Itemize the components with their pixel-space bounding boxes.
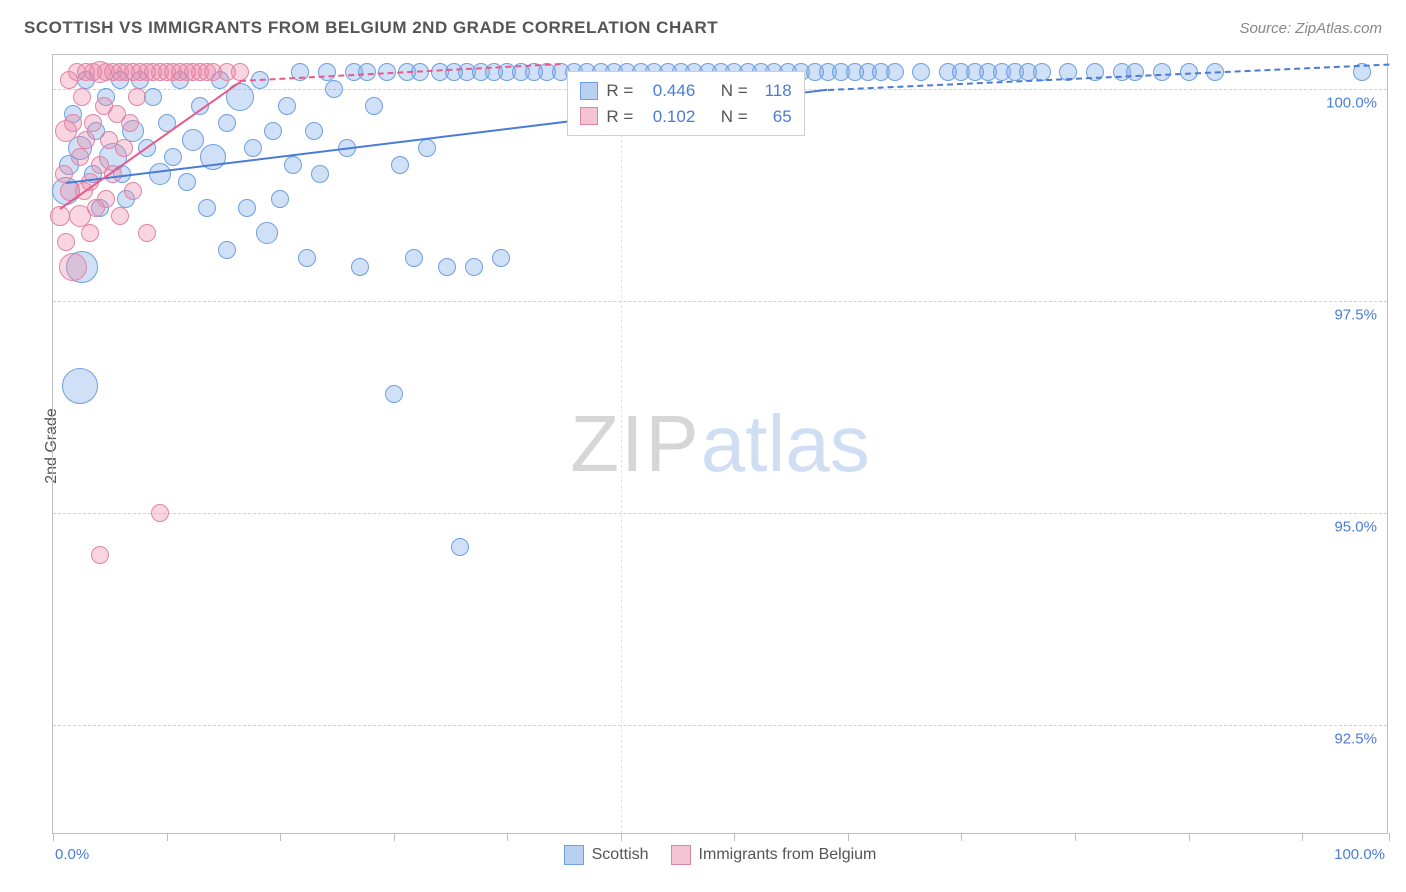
x-tick — [167, 833, 168, 841]
scatter-point — [438, 258, 456, 276]
stats-n-value: 118 — [756, 78, 792, 104]
scatter-point — [418, 139, 436, 157]
trend-line-dashed — [828, 63, 1389, 90]
source-credit: Source: ZipAtlas.com — [1239, 20, 1382, 37]
stats-r-value: 0.102 — [641, 104, 695, 130]
scatter-point — [385, 385, 403, 403]
scatter-point — [244, 139, 262, 157]
scatter-point — [218, 114, 236, 132]
x-tick — [961, 833, 962, 841]
x-tick — [848, 833, 849, 841]
legend-item: Scottish — [564, 845, 649, 865]
x-tick — [507, 833, 508, 841]
stats-box: R = 0.446 N = 118 R = 0.102 N = 65 — [567, 71, 804, 136]
scatter-point — [138, 224, 156, 242]
scatter-point — [284, 156, 302, 174]
stats-n-label: N = — [721, 78, 748, 104]
scatter-point — [121, 114, 139, 132]
scatter-point — [111, 207, 129, 225]
scatter-point — [405, 249, 423, 267]
y-tick-label: 92.5% — [1334, 730, 1377, 747]
stats-n-label: N = — [721, 104, 748, 130]
scatter-point — [238, 199, 256, 217]
legend-label: Immigrants from Belgium — [699, 846, 877, 864]
x-tick — [53, 833, 54, 841]
scatter-point — [451, 538, 469, 556]
x-gridline — [621, 55, 622, 833]
chart-title: SCOTTISH VS IMMIGRANTS FROM BELGIUM 2ND … — [24, 18, 718, 38]
scatter-point — [218, 241, 236, 259]
scatter-point — [57, 233, 75, 251]
scatter-point — [886, 63, 904, 81]
scatter-point — [178, 173, 196, 191]
scatter-point — [84, 114, 102, 132]
gridline — [53, 513, 1387, 514]
scatter-point — [311, 165, 329, 183]
scatter-point — [71, 148, 89, 166]
legend-label: Scottish — [592, 846, 649, 864]
stats-row: R = 0.446 N = 118 — [580, 78, 791, 104]
scatter-point — [128, 88, 146, 106]
scatter-point — [73, 88, 91, 106]
chart-area: 92.5%95.0%97.5%100.0%0.0%100.0% ZIPatlas… — [52, 54, 1388, 834]
legend-swatch — [564, 845, 584, 865]
scatter-point — [164, 148, 182, 166]
scatter-point — [231, 63, 249, 81]
stats-swatch — [580, 107, 598, 125]
scatter-point — [256, 222, 278, 244]
x-tick — [394, 833, 395, 841]
scatter-point — [305, 122, 323, 140]
x-tick — [1389, 833, 1390, 841]
scatter-point — [325, 80, 343, 98]
scatter-point — [62, 368, 98, 404]
scatter-point — [151, 504, 169, 522]
scatter-point — [1126, 63, 1144, 81]
scatter-point — [182, 129, 204, 151]
scatter-point — [264, 122, 282, 140]
scatter-point — [64, 114, 82, 132]
x-tick — [1075, 833, 1076, 841]
legend: Scottish Immigrants from Belgium — [53, 845, 1387, 865]
scatter-point — [278, 97, 296, 115]
x-tick — [1189, 833, 1190, 841]
scatter-point — [318, 63, 336, 81]
stats-r-label: R = — [606, 78, 633, 104]
scatter-point — [1153, 63, 1171, 81]
y-tick-label: 95.0% — [1334, 518, 1377, 535]
stats-r-value: 0.446 — [641, 78, 695, 104]
scatter-point — [77, 131, 95, 149]
stats-swatch — [580, 82, 598, 100]
scatter-point — [465, 258, 483, 276]
legend-item: Immigrants from Belgium — [671, 845, 877, 865]
scatter-point — [198, 199, 216, 217]
gridline — [53, 301, 1387, 302]
scatter-point — [144, 88, 162, 106]
scatter-point — [365, 97, 383, 115]
y-tick-label: 100.0% — [1326, 94, 1377, 111]
scatter-point — [81, 224, 99, 242]
y-tick-label: 97.5% — [1334, 306, 1377, 323]
scatter-point — [115, 139, 133, 157]
scatter-point — [492, 249, 510, 267]
scatter-point — [149, 163, 171, 185]
scatter-point — [97, 190, 115, 208]
gridline — [53, 725, 1387, 726]
scatter-point — [351, 258, 369, 276]
stats-row: R = 0.102 N = 65 — [580, 104, 791, 130]
stats-r-label: R = — [606, 104, 633, 130]
scatter-point — [124, 182, 142, 200]
x-tick — [621, 833, 622, 841]
stats-n-value: 65 — [756, 104, 792, 130]
x-tick — [280, 833, 281, 841]
x-tick — [1302, 833, 1303, 841]
scatter-point — [91, 546, 109, 564]
scatter-point — [271, 190, 289, 208]
scatter-point — [391, 156, 409, 174]
scatter-point — [298, 249, 316, 267]
x-tick — [734, 833, 735, 841]
scatter-point — [59, 253, 87, 281]
legend-swatch — [671, 845, 691, 865]
scatter-point — [912, 63, 930, 81]
